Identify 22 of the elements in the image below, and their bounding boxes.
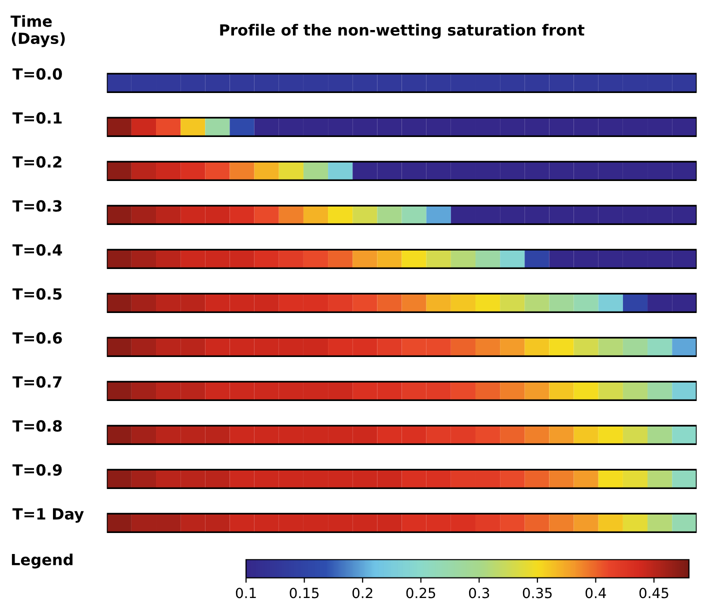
color-bar-label: 0.1 xyxy=(236,588,256,598)
y-tick-label: T=0.0 xyxy=(12,68,62,80)
y-tick-label: T=0.1 xyxy=(12,112,62,124)
y-tick-label: T=0.4 xyxy=(12,244,62,256)
y-tick-label: T=0.8 xyxy=(12,420,62,432)
color-bar-label: 0.3 xyxy=(469,588,490,598)
y-tick-label: T=1 Day xyxy=(12,508,84,523)
color-bar-label: 0.2 xyxy=(352,588,372,598)
y-tick-label: T=0.5 xyxy=(12,288,62,300)
y-axis-title: Time (Days) xyxy=(10,15,65,48)
color-bar-label: 0.4 xyxy=(586,588,606,598)
y-tick-label: T=0.9 xyxy=(12,464,62,476)
y-tick-label: T=0.3 xyxy=(12,200,62,212)
y-tick-label: T=0.2 xyxy=(12,156,62,168)
color-bar-label: 0.25 xyxy=(406,588,436,598)
chart-title: Profile of the non-wetting saturation front xyxy=(220,24,584,39)
color-bar-title: Legend xyxy=(12,554,72,568)
y-tick-label: T=0.6 xyxy=(12,332,62,344)
color-bar-label: 0.35 xyxy=(522,588,552,598)
y-tick-label: T=0.7 xyxy=(12,376,62,388)
color-bar-label: 0.45 xyxy=(639,588,668,598)
color-bar-label: 0.15 xyxy=(290,588,319,598)
